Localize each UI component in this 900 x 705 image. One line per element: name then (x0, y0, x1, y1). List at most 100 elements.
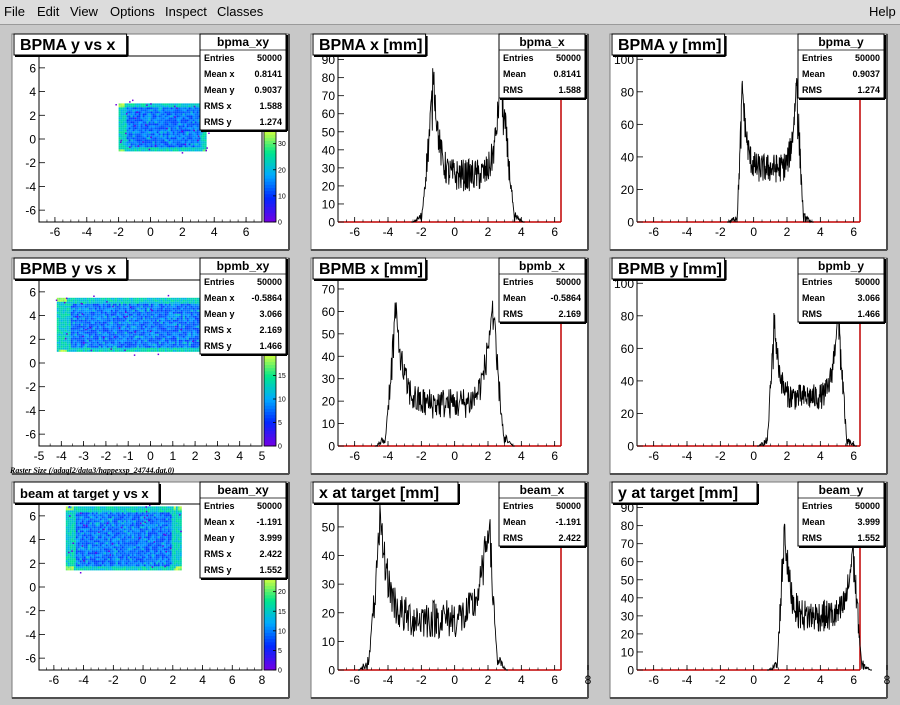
title-box: BPMA y vs x (14, 34, 128, 56)
y-tick-label: 6 (29, 509, 36, 523)
stats-value: 1.552 (259, 565, 282, 575)
stats-value: -1.191 (256, 517, 282, 527)
y-tick-label: 40 (621, 150, 635, 164)
y-tick-label: 80 (621, 85, 635, 99)
y-tick-label: 50 (322, 125, 336, 139)
palette-cell (264, 405, 276, 409)
menu-view[interactable]: View (70, 4, 98, 19)
stats-value: 50000 (855, 501, 880, 511)
palette-cell (264, 437, 276, 441)
palette-tick-label: 0 (278, 220, 282, 227)
y-tick-label: 70 (322, 89, 336, 103)
x-tick-label: -2 (113, 225, 124, 239)
panel-title: BPMA y vs x (20, 37, 116, 54)
stats-label: RMS y (204, 341, 232, 351)
menu-classes[interactable]: Classes (217, 4, 263, 19)
palette-cell (264, 424, 276, 428)
x-tick-label: 0 (147, 225, 154, 239)
x-tick-label: 0 (451, 673, 458, 687)
y-tick-label: -4 (25, 404, 36, 418)
menu-edit[interactable]: Edit (37, 4, 59, 19)
palette-cell (264, 595, 276, 599)
menu-file[interactable]: File (4, 4, 25, 19)
palette-tick-label: 20 (278, 589, 286, 596)
palette-cell (264, 651, 276, 655)
x-tick-label: 6 (850, 225, 857, 239)
palette-cell (264, 159, 276, 163)
stats-value: 1.588 (259, 101, 282, 111)
menu-options[interactable]: Options (110, 4, 155, 19)
x-tick-label: 2 (784, 673, 791, 687)
y-tick-label: -6 (25, 204, 36, 218)
stats-label: Entries (802, 277, 833, 287)
palette-cell (264, 601, 276, 605)
x-tick-label: 0 (750, 673, 757, 687)
palette-cell (264, 169, 276, 173)
y-tick-label: 60 (322, 107, 336, 121)
stats-value: 50000 (556, 501, 581, 511)
stats-label: Mean x (204, 517, 235, 527)
x-tick-label: 0 (140, 673, 147, 687)
stats-value: 3.999 (857, 517, 880, 527)
palette-cell (264, 415, 276, 419)
y-tick-label: 30 (322, 372, 336, 386)
stats-label: Entries (802, 53, 833, 63)
stats-value: 0.9037 (254, 85, 282, 95)
y-tick-label: 40 (621, 591, 635, 605)
palette-cell (264, 361, 276, 365)
x-tick-label: 2 (784, 225, 791, 239)
y-tick-label: -2 (25, 604, 36, 618)
palette-cell (264, 172, 276, 176)
x-tick-label: 0 (147, 449, 154, 463)
x-tick-label: -2 (416, 449, 427, 463)
stats-title: bpma_y (818, 35, 864, 49)
stats-title: bpmb_x (519, 259, 565, 273)
palette-cell (264, 200, 276, 204)
stats-value: -0.5864 (251, 293, 282, 303)
x-tick-label: 4 (211, 225, 218, 239)
x-tick-label: 8 (259, 673, 266, 687)
palette-cell (264, 166, 276, 170)
palette-cell (264, 181, 276, 185)
x-tick-label: 4 (199, 673, 206, 687)
menu-bar: File Edit View Options Inspect Classes H… (0, 0, 900, 25)
stats-title: beam_x (520, 483, 565, 497)
stats-label: Mean (802, 293, 825, 303)
panel-title: BPMB x [mm] (319, 261, 423, 278)
title-box: BPMB y vs x (14, 258, 128, 280)
palette-cell (264, 642, 276, 646)
palette-cell (264, 206, 276, 210)
palette-cell (264, 163, 276, 167)
stats-label: RMS y (204, 117, 232, 127)
x-tick-label: 4 (817, 673, 824, 687)
y-tick-label: -2 (25, 156, 36, 170)
stats-value: 50000 (855, 53, 880, 63)
palette-cell (264, 585, 276, 589)
stats-value: 50000 (257, 53, 282, 63)
y-tick-label: -2 (25, 380, 36, 394)
palette-cell (264, 153, 276, 157)
palette-cell (264, 368, 276, 372)
palette-cell (264, 582, 276, 586)
y-tick-label: 6 (29, 285, 36, 299)
palette-cell (264, 184, 276, 188)
stats-label: Entries (204, 53, 235, 63)
menu-help[interactable]: Help (869, 4, 896, 19)
stats-label: Mean (802, 69, 825, 79)
heatmap-cells (66, 502, 182, 573)
palette-cell (264, 380, 276, 384)
palette-tick-label: 5 (278, 648, 282, 655)
palette-cell (264, 427, 276, 431)
x-tick-label: -6 (648, 449, 659, 463)
palette-cell (264, 408, 276, 412)
palette-cell (264, 639, 276, 643)
y-tick-label: 50 (322, 327, 336, 341)
palette-cell (264, 210, 276, 214)
raster-caption: Raster Size (/adaql2/data3/happexsp_2474… (10, 466, 174, 475)
menu-inspect[interactable]: Inspect (165, 4, 207, 19)
y-tick-label: 2 (29, 109, 36, 123)
